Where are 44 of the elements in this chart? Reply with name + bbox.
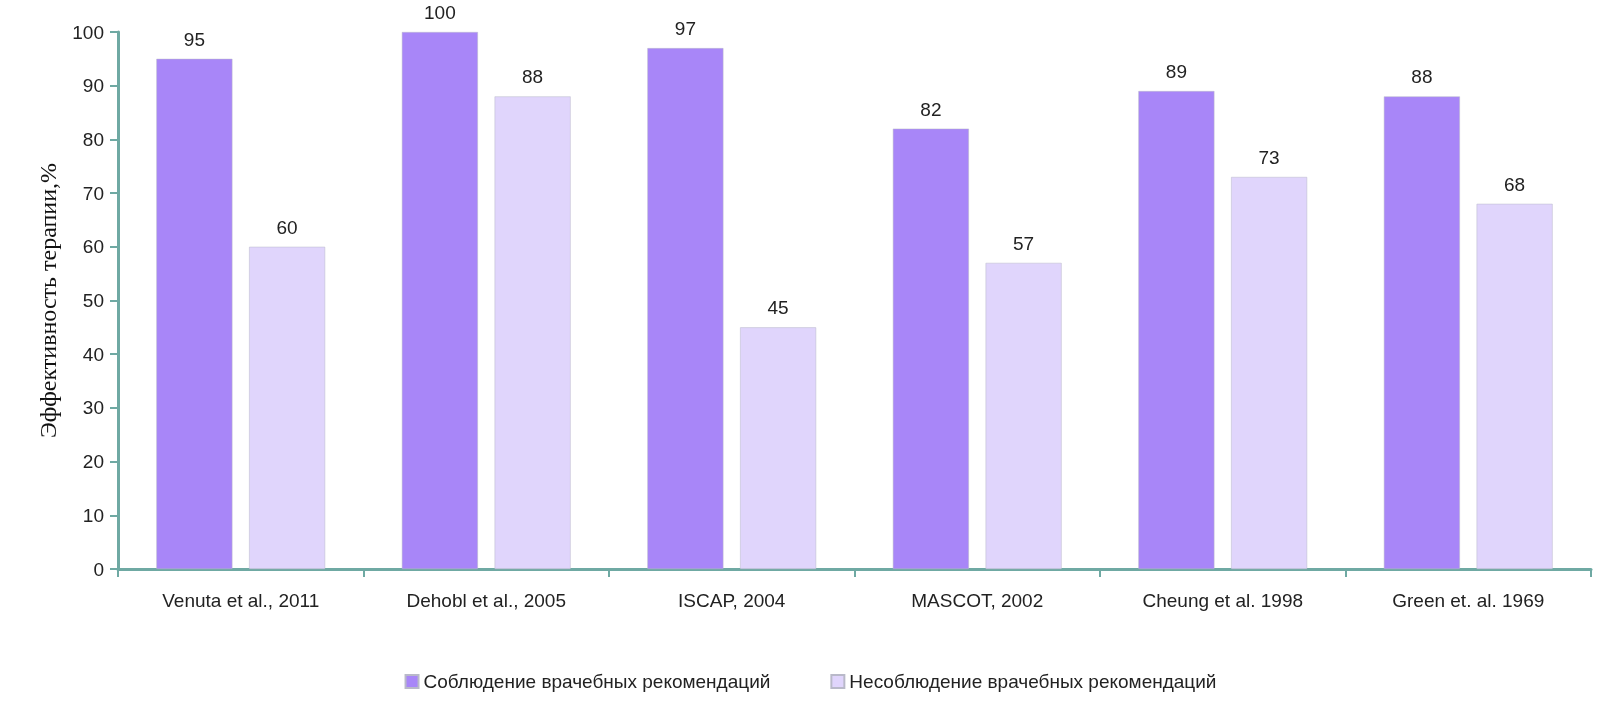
bar (985, 262, 1062, 569)
y-tick-label: 100 (72, 21, 104, 43)
bar (1231, 176, 1308, 569)
legend-label: Несоблюдение врачебных рекомендаций (849, 671, 1217, 692)
x-tick-label: ISCAP, 2004 (678, 590, 786, 611)
x-tick-label: Green et. al. 1969 (1392, 590, 1545, 611)
data-label: 82 (920, 98, 942, 120)
y-tick-label: 80 (82, 128, 104, 150)
data-label: 68 (1504, 173, 1526, 195)
bar (647, 48, 724, 569)
y-tick-label: 20 (82, 451, 104, 473)
data-label: 97 (674, 18, 696, 40)
data-label: 88 (1411, 66, 1433, 88)
y-tick-label: 70 (82, 182, 104, 204)
y-tick-label: 50 (82, 290, 104, 311)
y-tick-label: 60 (82, 236, 104, 258)
data-label: 95 (183, 28, 205, 50)
bar (740, 327, 817, 569)
bar (401, 32, 478, 569)
data-label: 45 (767, 297, 789, 319)
data-label: 57 (1013, 232, 1035, 254)
data-label: 73 (1258, 146, 1280, 168)
data-label: 89 (1165, 61, 1187, 83)
bar (892, 128, 969, 569)
bar (1476, 203, 1553, 569)
y-tick-label: 0 (93, 558, 104, 580)
bar (1138, 91, 1215, 569)
data-label: 88 (522, 66, 544, 88)
bar (249, 246, 326, 569)
x-tick-label: Venuta et al., 2011 (162, 590, 320, 611)
y-tick-label: 10 (82, 504, 104, 526)
x-tick-label: MASCOT, 2002 (911, 590, 1044, 611)
data-label: 60 (276, 216, 298, 238)
y-tick-label: 90 (82, 75, 104, 97)
bar (1383, 96, 1460, 569)
data-label: 100 (424, 2, 456, 23)
y-tick-label: 40 (82, 343, 104, 365)
bar (156, 58, 233, 569)
legend-label: Соблюдение врачебных рекомендаций (423, 671, 771, 692)
x-tick-label: Dehobl et al., 2005 (406, 590, 567, 611)
y-tick-label: 30 (82, 397, 104, 419)
y-axis-title: Эффективность терапии,% (35, 163, 61, 438)
bar (494, 96, 571, 569)
x-tick-label: Cheung et al. 1998 (1142, 590, 1304, 611)
